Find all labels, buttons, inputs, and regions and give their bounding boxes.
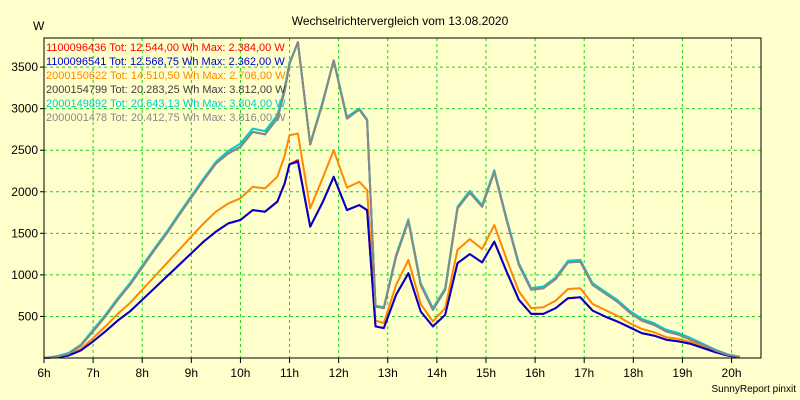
x-tick-label: 14h [427, 366, 447, 380]
chart-axes: 6h 7h 8h 9h 10h 11h 12h 13h 14h 15h 16h 17h 18h 19h 20… [11, 37, 762, 380]
y-tick-label: 2000 [11, 185, 38, 199]
y-tick-label: 2500 [11, 143, 38, 157]
x-tick-label: 11h [280, 366, 299, 380]
x-tick-label: 6h [37, 366, 50, 380]
x-tick-label: 20h [722, 366, 742, 380]
legend-entry-4: 2000149892 Tot: 20.643,13 Wh Max: 3.804,… [46, 98, 286, 110]
x-tick-label: 7h [86, 366, 99, 380]
chart-grid [43, 38, 761, 358]
x-tick-label: 13h [378, 366, 398, 380]
x-tick-label: 10h [230, 366, 250, 380]
series-line-5 [43, 41, 741, 359]
legend-entry-1: 1100096541 Tot: 12.568,75 Wh Max: 2.362,… [46, 56, 285, 68]
footer-credit: SunnyReport pinxit [712, 384, 797, 395]
x-tick-label: 17h [574, 366, 594, 380]
x-tick-label: 15h [476, 366, 496, 380]
legend-entry-3: 2000154799 Tot: 20.283,25 Wh Max: 3.812,… [46, 84, 286, 96]
legend-entry-0: 1100096436 Tot: 12.544,00 Wh Max: 2.384,… [46, 42, 285, 54]
x-tick-label: 8h [136, 366, 149, 380]
y-tick-label: 500 [18, 309, 38, 323]
y-tick-label: 1000 [11, 268, 38, 282]
y-tick-label: 1500 [11, 226, 38, 240]
plot-background [44, 38, 761, 358]
plot-frame [43, 37, 762, 359]
y-tick-label: 3000 [11, 102, 38, 116]
x-tick-label: 19h [672, 366, 692, 380]
legend-entry-5: 2000001478 Tot: 20.412,75 Wh Max: 3.816,… [46, 112, 286, 124]
legend-entry-2: 2000150622 Tot: 14.510,50 Wh Max: 2.706,… [46, 70, 286, 82]
y-tick-label: 3500 [11, 60, 38, 74]
plot-area [43, 41, 741, 359]
series-line-2 [43, 132, 741, 359]
x-tick-label: 16h [525, 366, 545, 380]
x-tick-label: 12h [329, 366, 349, 380]
series-line-1 [43, 160, 741, 359]
y-axis-label: W [33, 19, 45, 33]
x-tick-label: 9h [185, 366, 198, 380]
chart-title: Wechselrichtervergleich vom 13.08.2020 [292, 14, 509, 28]
x-tick-label: 18h [623, 366, 643, 380]
chart-legend: 1100096436 Tot: 12.544,00 Wh Max: 2.384,… [46, 42, 286, 124]
